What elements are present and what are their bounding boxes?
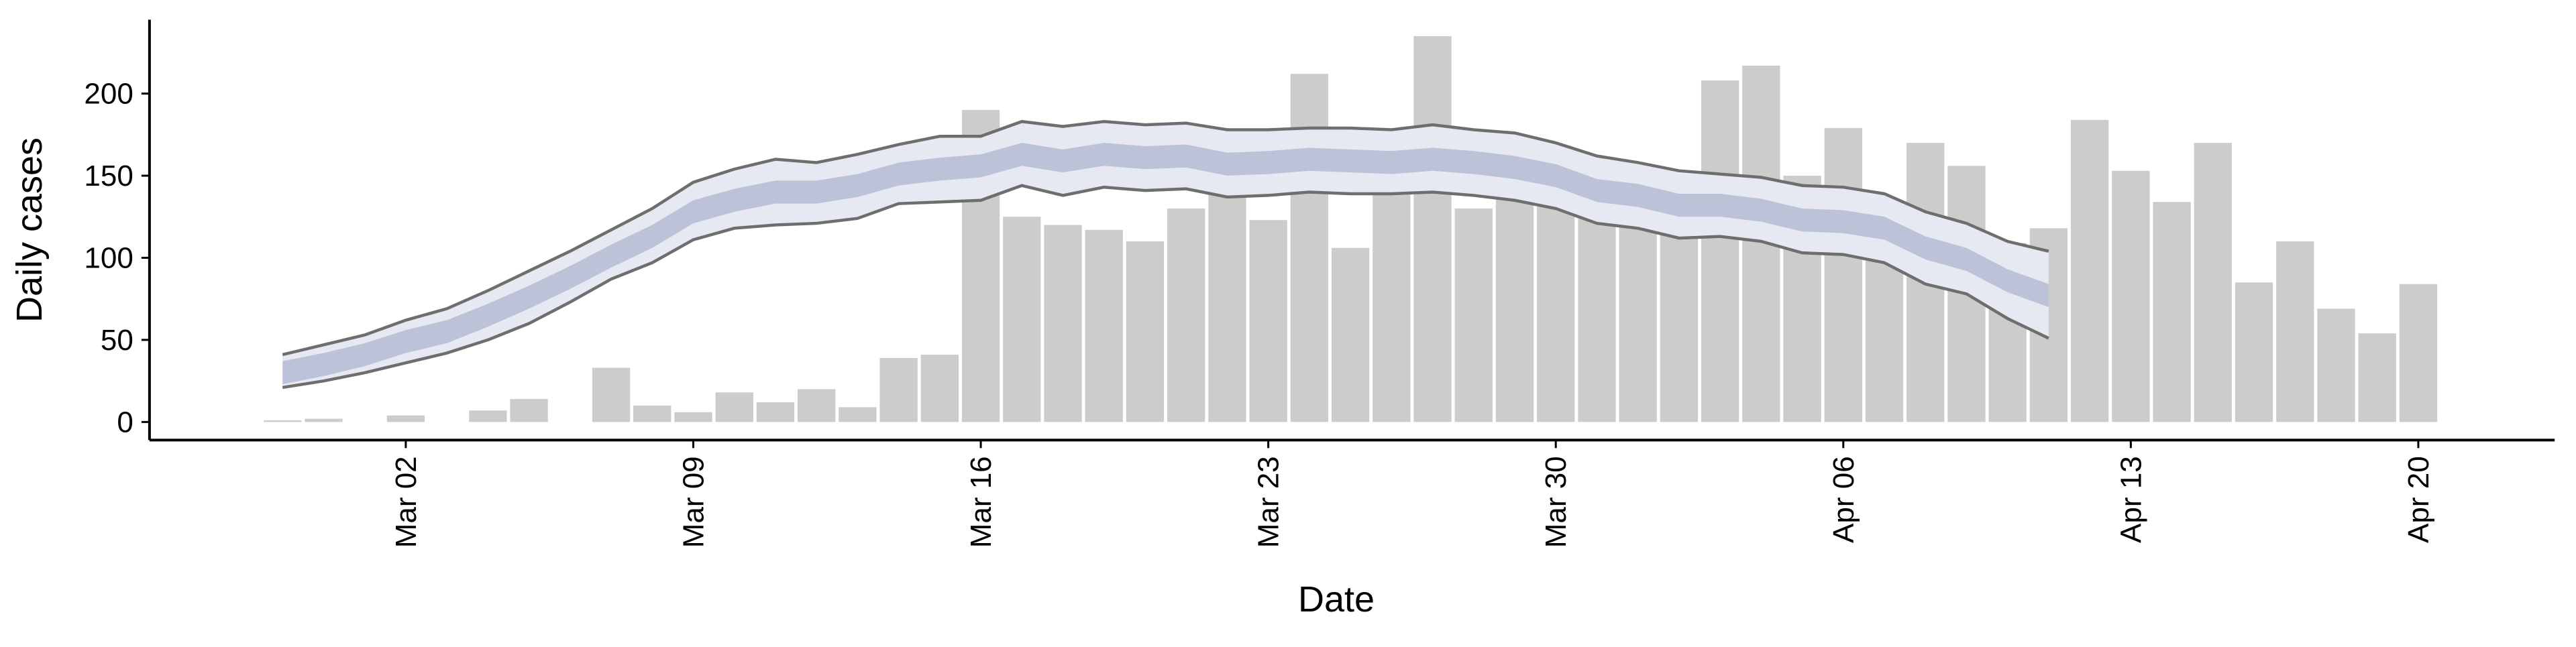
bar (2194, 143, 2232, 422)
y-tick-label: 0 (117, 406, 133, 438)
bar (1331, 247, 1370, 422)
bar (633, 405, 672, 422)
bar (1167, 209, 1205, 422)
bar (797, 389, 836, 422)
bar (1249, 220, 1287, 422)
bar (592, 367, 631, 422)
x-tick-label: Mar 16 (965, 456, 998, 548)
bar (920, 354, 959, 422)
bar (2235, 282, 2273, 422)
bar (2399, 284, 2438, 422)
x-tick-label: Mar 23 (1252, 456, 1285, 548)
x-axis-label: Date (1298, 579, 1375, 620)
bar (264, 420, 302, 422)
bar (879, 357, 918, 422)
x-tick-label: Apr 13 (2114, 456, 2147, 543)
y-tick-label: 50 (101, 324, 133, 357)
bar (2112, 170, 2150, 422)
bar (1208, 170, 1246, 422)
y-axis-label: Daily cases (9, 137, 50, 322)
bar (2358, 333, 2396, 422)
band-lower-line (282, 184, 2049, 390)
bar (1413, 36, 1452, 422)
y-tick-label: 200 (84, 78, 133, 111)
bar (469, 410, 507, 422)
bar (1454, 209, 1493, 422)
bar (1085, 229, 1123, 422)
x-tick-label: Mar 02 (390, 456, 423, 548)
bar (2317, 308, 2355, 422)
x-tick-label: Mar 30 (1540, 456, 1572, 548)
bar (1044, 225, 1082, 422)
band-upper-line (282, 119, 2049, 357)
bar (2153, 202, 2191, 422)
x-tick-label: Apr 06 (1827, 456, 1860, 543)
x-tick-label: Mar 09 (677, 456, 710, 548)
bar (674, 412, 712, 422)
bar (1003, 217, 1041, 422)
bar (2276, 241, 2314, 422)
bar (386, 415, 425, 422)
bar (1290, 74, 1329, 422)
bar (756, 402, 795, 422)
bar (715, 392, 753, 422)
inner-band (282, 143, 2049, 385)
bar (305, 418, 343, 422)
y-tick-label: 100 (84, 241, 133, 274)
bar (1824, 128, 1862, 422)
y-tick-label: 150 (84, 160, 133, 192)
x-tick-label: Apr 20 (2402, 456, 2435, 543)
bar (1126, 241, 1165, 422)
bar (1537, 176, 1575, 422)
bar (2070, 119, 2109, 422)
bar (1701, 80, 1739, 422)
bar (510, 399, 548, 422)
bar (839, 407, 877, 422)
